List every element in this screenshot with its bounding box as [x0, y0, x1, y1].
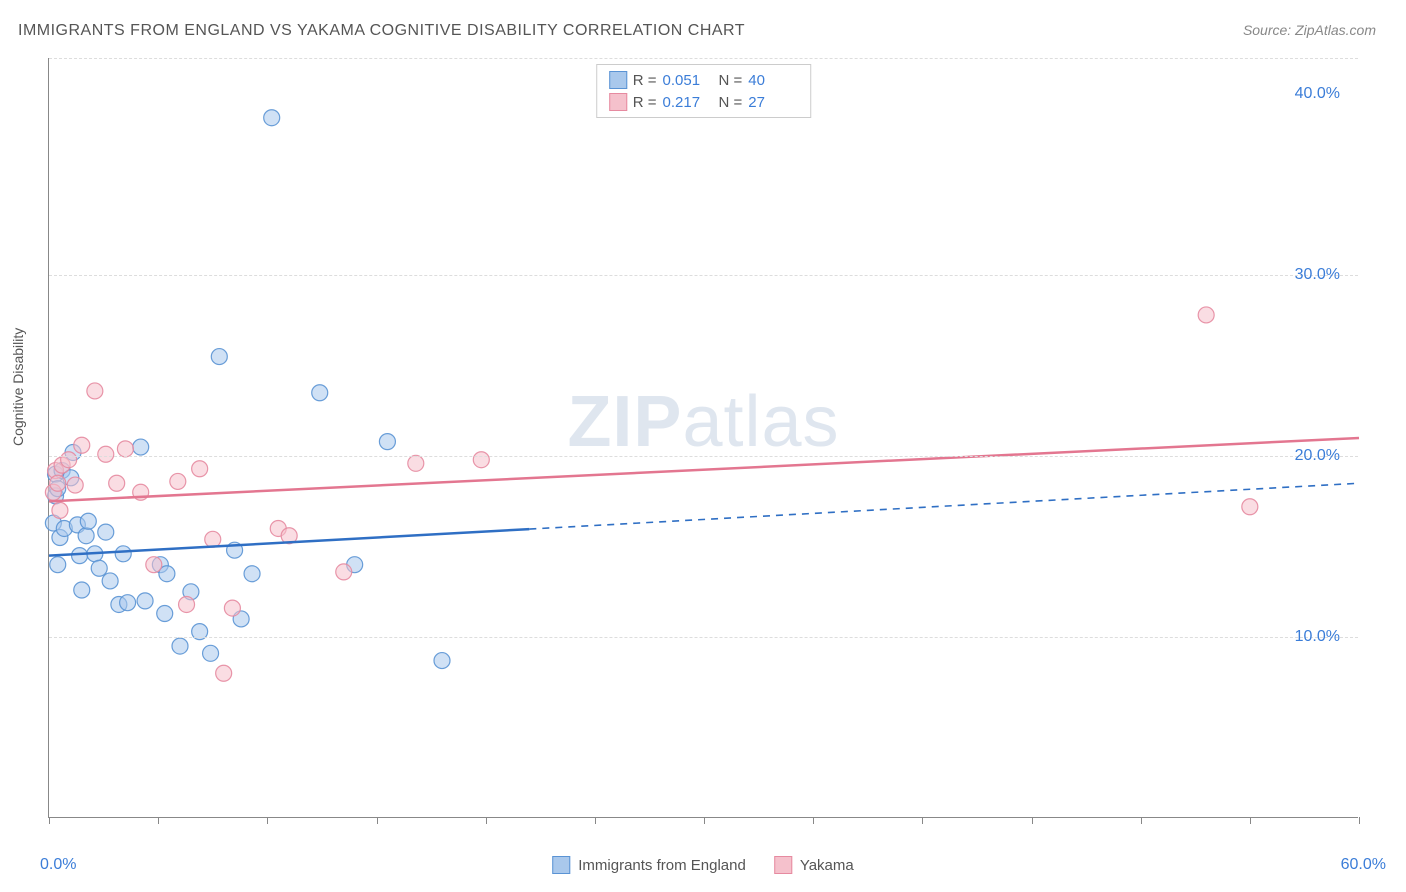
series-legend: Immigrants from England Yakama — [552, 856, 854, 874]
data-point — [98, 524, 114, 540]
data-point — [336, 564, 352, 580]
plot-svg — [49, 58, 1358, 817]
data-point — [244, 566, 260, 582]
stats-row: R = 0.051 N = 40 — [609, 69, 799, 91]
n-label: N = — [719, 94, 743, 111]
x-tick — [1250, 817, 1251, 824]
x-tick — [595, 817, 596, 824]
r-label: R = — [633, 72, 657, 89]
data-point — [172, 638, 188, 654]
data-point — [133, 439, 149, 455]
data-point — [120, 595, 136, 611]
data-point — [179, 596, 195, 612]
data-point — [74, 437, 90, 453]
x-tick — [158, 817, 159, 824]
data-point — [50, 557, 66, 573]
data-point — [264, 110, 280, 126]
x-tick — [1141, 817, 1142, 824]
data-point — [74, 582, 90, 598]
data-point — [61, 452, 77, 468]
x-axis-end: 60.0% — [1341, 856, 1386, 874]
x-tick — [267, 817, 268, 824]
chart-container: IMMIGRANTS FROM ENGLAND VS YAKAMA COGNIT… — [0, 0, 1406, 892]
legend-label: Immigrants from England — [578, 857, 746, 874]
data-point — [205, 531, 221, 547]
data-point — [146, 557, 162, 573]
r-label: R = — [633, 94, 657, 111]
data-point — [434, 653, 450, 669]
data-point — [67, 477, 83, 493]
data-point — [170, 473, 186, 489]
source-label: Source: ZipAtlas.com — [1243, 22, 1376, 38]
gridline — [49, 275, 1358, 276]
chart-title: IMMIGRANTS FROM ENGLAND VS YAKAMA COGNIT… — [18, 22, 745, 40]
x-tick — [377, 817, 378, 824]
r-value: 0.051 — [663, 72, 713, 89]
legend-item: Immigrants from England — [552, 856, 746, 874]
data-point — [115, 546, 131, 562]
data-point — [1242, 499, 1258, 515]
data-point — [211, 349, 227, 365]
stats-row: R = 0.217 N = 27 — [609, 91, 799, 113]
data-point — [117, 441, 133, 457]
plot-area: ZIPatlas R =0.051N =40R =0.217N =27 10.0… — [48, 58, 1358, 818]
data-point — [80, 513, 96, 529]
data-point — [87, 383, 103, 399]
data-point — [192, 461, 208, 477]
data-point — [473, 452, 489, 468]
y-tick-label: 20.0% — [1295, 447, 1340, 465]
data-point — [52, 502, 68, 518]
legend-label: Yakama — [800, 857, 854, 874]
data-point — [50, 475, 66, 491]
x-tick — [704, 817, 705, 824]
gridline — [49, 456, 1358, 457]
data-point — [72, 548, 88, 564]
data-point — [203, 645, 219, 661]
x-tick — [486, 817, 487, 824]
trend-line — [49, 438, 1359, 501]
x-tick — [49, 817, 50, 824]
data-point — [102, 573, 118, 589]
data-point — [91, 560, 107, 576]
n-value: 27 — [748, 94, 798, 111]
legend-item: Yakama — [774, 856, 854, 874]
data-point — [408, 455, 424, 471]
legend-swatch — [609, 71, 627, 89]
n-label: N = — [719, 72, 743, 89]
n-value: 40 — [748, 72, 798, 89]
y-tick-label: 40.0% — [1295, 85, 1340, 103]
x-tick — [813, 817, 814, 824]
x-axis-start: 0.0% — [40, 856, 76, 874]
y-tick-label: 30.0% — [1295, 266, 1340, 284]
data-point — [312, 385, 328, 401]
data-point — [379, 434, 395, 450]
data-point — [1198, 307, 1214, 323]
x-tick — [1359, 817, 1360, 824]
x-tick — [922, 817, 923, 824]
gridline — [49, 58, 1358, 59]
trend-line-dashed — [529, 483, 1359, 529]
legend-swatch — [552, 856, 570, 874]
legend-swatch — [609, 93, 627, 111]
data-point — [109, 475, 125, 491]
data-point — [224, 600, 240, 616]
x-tick — [1032, 817, 1033, 824]
y-axis-label: Cognitive Disability — [10, 328, 26, 446]
r-value: 0.217 — [663, 94, 713, 111]
gridline — [49, 637, 1358, 638]
data-point — [137, 593, 153, 609]
data-point — [98, 446, 114, 462]
stats-legend: R = 0.051 N = 40 R = 0.217 N = 27 — [596, 64, 812, 118]
data-point — [157, 606, 173, 622]
legend-swatch — [774, 856, 792, 874]
y-tick-label: 10.0% — [1295, 628, 1340, 646]
data-point — [78, 528, 94, 544]
data-point — [216, 665, 232, 681]
